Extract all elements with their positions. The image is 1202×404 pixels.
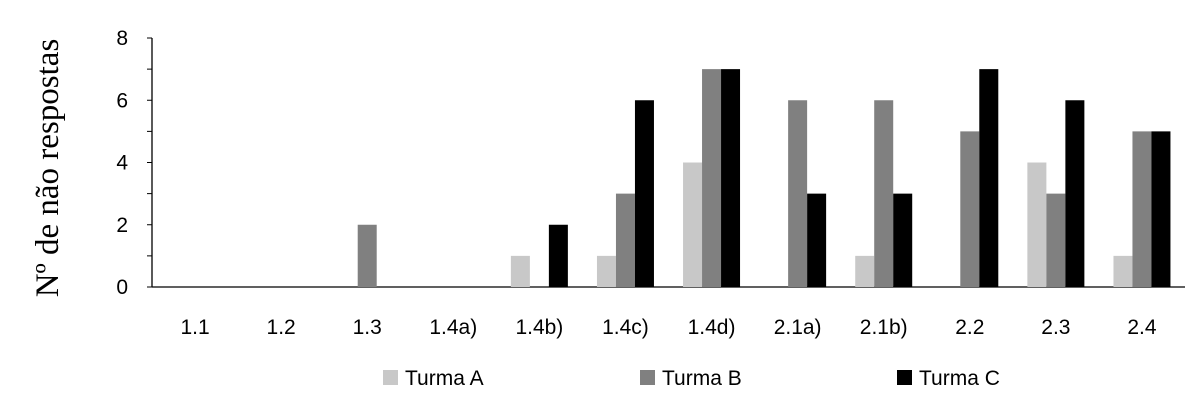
legend-item: Turma C <box>897 367 1000 390</box>
bar <box>893 193 913 287</box>
x-ticks: 1.1 1.2 1.3 1.4a) 1.4b) 1.4c) 1.4d) 2.1a) 2.1b) 2… <box>180 316 1156 339</box>
y-tick-label: 2 <box>116 214 128 237</box>
bars <box>357 69 1171 287</box>
bar <box>1113 255 1133 287</box>
bar <box>874 100 894 287</box>
x-tick-label: 1.1 <box>180 316 209 339</box>
bar <box>510 255 530 287</box>
x-tick-label: 1.4a) <box>429 316 477 339</box>
x-tick-label: 2.4 <box>1127 316 1157 339</box>
x-tick-label: 1.4b) <box>515 316 563 339</box>
legend-swatch <box>897 370 912 385</box>
bar <box>548 224 568 287</box>
bar <box>1065 100 1085 287</box>
legend-swatch <box>383 370 398 385</box>
bar <box>807 193 827 287</box>
x-tick-label: 1.2 <box>267 316 296 339</box>
y-tick-label: 0 <box>116 276 128 299</box>
x-tick-label: 1.4d) <box>688 316 736 339</box>
x-tick-label: 2.1b) <box>860 316 908 339</box>
bar <box>596 255 616 287</box>
legend-swatch <box>640 370 655 385</box>
x-tick-label: 2.2 <box>955 316 984 339</box>
x-tick-label: 1.4c) <box>602 316 649 339</box>
x-tick-label: 2.3 <box>1041 316 1070 339</box>
bar <box>788 100 808 287</box>
bar <box>721 69 741 287</box>
legend-label: Turma C <box>919 367 1000 390</box>
bar <box>1027 162 1047 287</box>
bar <box>1046 193 1066 287</box>
legend: Turma A Turma B Turma C <box>383 367 1000 390</box>
y-ticks: 0 2 4 6 8 <box>116 27 152 299</box>
y-axis-label-group: Nº de não respostas <box>30 39 66 298</box>
bar <box>357 224 377 287</box>
bar <box>683 162 703 287</box>
bar <box>634 100 654 287</box>
legend-label: Turma B <box>662 367 742 390</box>
legend-item: Turma A <box>383 367 484 390</box>
bar <box>1151 131 1171 287</box>
y-tick-label: 8 <box>116 27 128 50</box>
legend-item: Turma B <box>640 367 742 390</box>
x-tick-label: 1.3 <box>353 316 382 339</box>
bar <box>615 193 635 287</box>
bar <box>855 255 875 287</box>
bar <box>702 69 722 287</box>
bar <box>960 131 980 287</box>
y-tick-label: 4 <box>116 152 128 175</box>
x-tick-label: 2.1a) <box>774 316 822 339</box>
y-tick-label: 6 <box>116 89 128 112</box>
bar <box>1132 131 1152 287</box>
legend-label: Turma A <box>405 367 484 390</box>
bar <box>979 69 999 287</box>
y-axis-label: Nº de não respostas <box>30 39 66 298</box>
